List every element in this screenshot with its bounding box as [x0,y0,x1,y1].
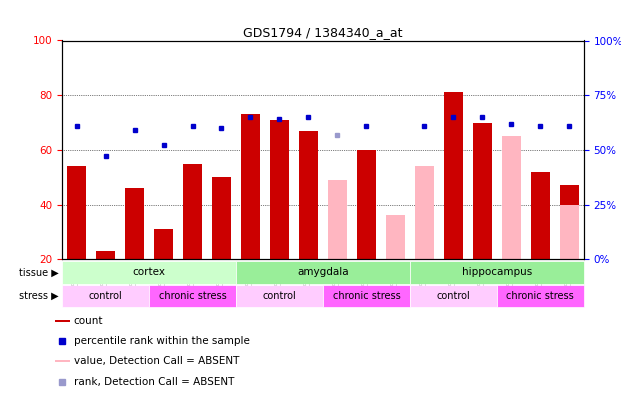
Bar [212,177,231,259]
Bar [497,285,584,307]
Bar [444,92,463,259]
Text: control: control [437,291,470,301]
Text: amygdala: amygdala [297,267,349,277]
Text: chronic stress: chronic stress [158,291,227,301]
Bar [415,166,433,259]
Bar [96,251,115,259]
Bar [410,285,497,307]
Bar [328,180,347,259]
Bar [410,261,584,284]
Text: cortex: cortex [132,267,166,277]
Bar [386,215,405,259]
Bar [560,185,579,259]
Text: rank, Detection Call = ABSENT: rank, Detection Call = ABSENT [74,377,234,386]
Bar [560,205,579,259]
Bar [299,131,318,259]
Bar [531,172,550,259]
Bar [55,320,70,322]
Bar [67,166,86,259]
Bar [236,261,410,284]
Bar [270,120,289,259]
Bar [473,123,492,259]
Text: percentile rank within the sample: percentile rank within the sample [74,336,250,346]
Text: value, Detection Call = ABSENT: value, Detection Call = ABSENT [74,356,239,366]
Text: chronic stress: chronic stress [332,291,401,301]
Bar [154,229,173,259]
Text: count: count [74,316,103,326]
Text: chronic stress: chronic stress [506,291,574,301]
Text: tissue ▶: tissue ▶ [19,267,59,277]
Text: control: control [89,291,122,301]
Text: stress ▶: stress ▶ [19,291,59,301]
Title: GDS1794 / 1384340_a_at: GDS1794 / 1384340_a_at [243,26,402,39]
Bar [241,114,260,259]
Bar [236,285,323,307]
Bar [502,136,520,259]
Bar [62,40,584,259]
Bar [125,188,144,259]
Bar [62,261,236,284]
Text: hippocampus: hippocampus [461,267,532,277]
Bar [357,150,376,259]
Bar [183,164,202,259]
Bar [55,360,70,362]
Text: control: control [263,291,296,301]
Bar [149,285,236,307]
Bar [323,285,410,307]
Bar [62,285,149,307]
